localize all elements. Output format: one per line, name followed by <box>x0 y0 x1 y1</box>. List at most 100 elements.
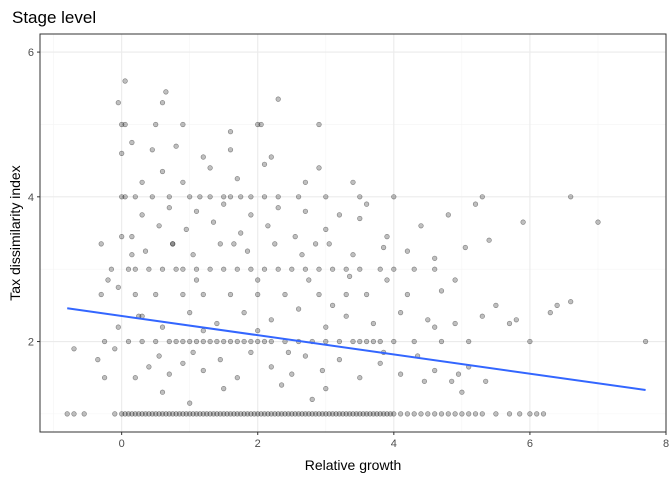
data-point <box>381 244 387 251</box>
data-point <box>319 367 326 374</box>
data-point <box>149 194 155 200</box>
data-point <box>166 205 172 211</box>
data-point <box>238 230 244 236</box>
data-point <box>404 291 411 298</box>
data-point <box>210 219 217 225</box>
data-point <box>357 266 363 272</box>
data-point <box>221 201 227 207</box>
data-point <box>248 194 254 200</box>
data-point <box>367 411 373 417</box>
data-point <box>323 386 329 392</box>
data-point <box>221 386 227 392</box>
data-point <box>364 291 370 298</box>
data-point <box>149 411 155 417</box>
data-point <box>336 357 343 363</box>
data-point <box>323 194 329 200</box>
data-point <box>302 411 309 417</box>
data-point <box>112 411 118 417</box>
data-point <box>190 349 196 356</box>
data-point <box>418 411 424 417</box>
data-point <box>268 364 274 370</box>
data-point <box>227 338 234 345</box>
data-point <box>248 338 254 345</box>
data-point <box>343 313 349 319</box>
data-point <box>296 194 302 200</box>
data-point <box>255 338 261 345</box>
data-point <box>459 411 465 417</box>
data-point <box>159 389 166 395</box>
data-point <box>275 194 281 200</box>
x-tick-label: 6 <box>527 438 533 450</box>
data-point <box>350 411 356 417</box>
x-axis-title: Relative growth <box>305 457 402 473</box>
data-point <box>221 194 227 200</box>
data-point <box>136 411 142 417</box>
data-point <box>364 411 370 417</box>
data-point <box>71 411 77 417</box>
data-point <box>227 147 234 153</box>
data-point <box>217 411 223 417</box>
data-point <box>642 338 649 345</box>
data-point <box>364 338 370 345</box>
data-point <box>309 411 315 417</box>
data-point <box>132 194 138 200</box>
data-point <box>438 338 445 345</box>
data-point <box>432 324 438 330</box>
data-point <box>231 241 237 247</box>
data-point <box>330 411 336 417</box>
data-point <box>122 121 128 128</box>
data-point <box>568 194 574 200</box>
data-point <box>479 313 485 319</box>
data-point <box>187 194 193 200</box>
data-point <box>119 411 125 417</box>
data-point <box>547 310 553 316</box>
data-point <box>292 234 298 240</box>
data-points <box>64 78 649 417</box>
data-point <box>425 317 431 323</box>
data-point <box>159 266 166 272</box>
data-point <box>279 382 285 388</box>
data-point <box>472 201 479 207</box>
data-point <box>122 194 128 200</box>
data-point <box>330 266 336 272</box>
data-point <box>227 411 234 417</box>
data-point <box>306 411 312 417</box>
data-point <box>398 310 404 316</box>
data-point <box>323 338 329 345</box>
data-point <box>153 411 159 417</box>
data-point <box>432 411 438 417</box>
data-point <box>105 277 111 283</box>
data-point <box>289 371 295 377</box>
data-point <box>319 411 326 417</box>
data-point <box>142 411 149 417</box>
data-point <box>391 411 397 417</box>
data-point <box>200 338 206 345</box>
data-point <box>364 201 370 207</box>
data-point <box>173 411 179 417</box>
data-point <box>180 179 186 185</box>
data-point <box>98 241 104 247</box>
data-point <box>146 411 152 417</box>
data-point <box>381 411 387 417</box>
data-point <box>166 411 172 417</box>
data-point <box>261 338 268 345</box>
data-point <box>139 179 145 185</box>
data-point <box>180 291 186 298</box>
data-point <box>357 215 363 222</box>
data-point <box>377 411 383 417</box>
data-point <box>173 266 179 272</box>
data-point <box>309 396 315 403</box>
data-point <box>466 338 472 345</box>
data-point <box>149 147 155 153</box>
y-axis: 2 4 6 <box>28 47 40 349</box>
data-point <box>200 411 206 417</box>
data-point <box>227 291 234 298</box>
data-point <box>316 291 322 298</box>
data-point <box>119 121 125 128</box>
data-point <box>350 252 356 258</box>
data-point <box>119 194 125 200</box>
data-point <box>255 277 261 283</box>
data-point <box>506 320 513 327</box>
data-point <box>241 338 247 345</box>
